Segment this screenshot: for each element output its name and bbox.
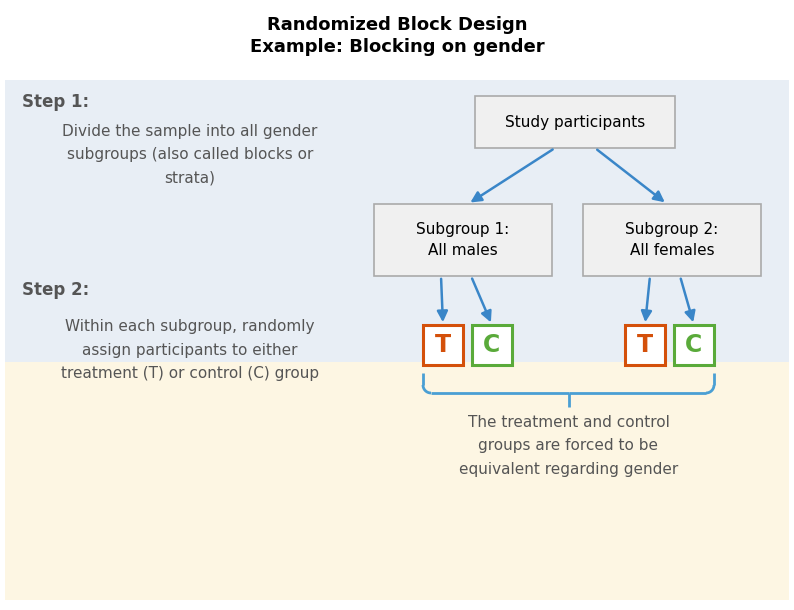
Text: Step 1:: Step 1: (22, 93, 89, 111)
Text: Randomized Block Design: Randomized Block Design (267, 16, 527, 34)
Text: Subgroup 2:
All females: Subgroup 2: All females (626, 222, 719, 258)
Bar (5, 362, 789, 600)
Bar (625, 325, 665, 365)
Text: Study participants: Study participants (505, 115, 645, 129)
Text: Divide the sample into all gender
subgroups (also called blocks or
strata): Divide the sample into all gender subgro… (62, 124, 318, 186)
Text: The treatment and control
groups are forced to be
equivalent regarding gender: The treatment and control groups are for… (459, 415, 678, 477)
Text: Example: Blocking on gender: Example: Blocking on gender (249, 38, 545, 56)
Bar (674, 325, 714, 365)
Text: T: T (435, 333, 451, 357)
Text: Subgroup 1:
All males: Subgroup 1: All males (416, 222, 510, 258)
Bar (583, 204, 761, 276)
Text: Within each subgroup, randomly
assign participants to either
treatment (T) or co: Within each subgroup, randomly assign pa… (61, 319, 319, 381)
Text: C: C (685, 333, 703, 357)
Text: C: C (484, 333, 501, 357)
Text: T: T (637, 333, 653, 357)
Bar (5, 80, 789, 362)
Bar (423, 325, 463, 365)
Bar (374, 204, 552, 276)
Bar (475, 96, 675, 148)
Text: Step 2:: Step 2: (22, 281, 89, 299)
Bar (472, 325, 512, 365)
